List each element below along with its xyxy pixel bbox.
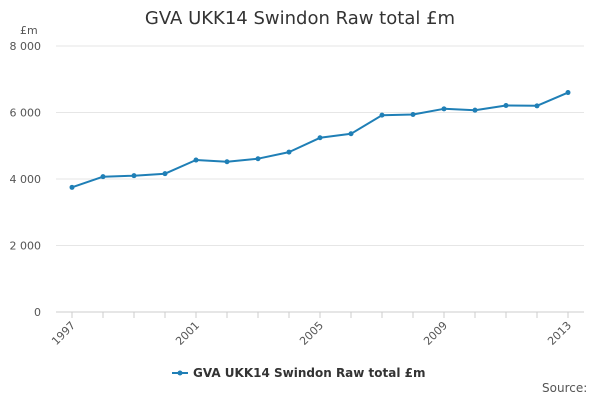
x-tick-label: 2005 (297, 319, 326, 348)
x-axis (56, 311, 584, 318)
data-point[interactable] (131, 173, 137, 179)
data-point[interactable] (193, 157, 199, 163)
chart-title: GVA UKK14 Swindon Raw total £m (144, 8, 456, 29)
y-tick-label: 2 000 (10, 240, 42, 253)
data-point[interactable] (379, 112, 385, 118)
data-point[interactable] (286, 149, 292, 155)
source-label: Source: (542, 381, 588, 395)
legend-label: GVA UKK14 Swindon Raw total £m (193, 366, 426, 380)
data-point[interactable] (472, 107, 478, 113)
y-axis-ticks: 0 2 000 4 000 6 000 8 000 (10, 40, 42, 319)
data-point[interactable] (69, 184, 75, 190)
x-tick-label: 2009 (421, 319, 450, 348)
data-point[interactable] (317, 135, 323, 141)
legend-point-marker (177, 370, 183, 376)
data-point[interactable] (503, 103, 509, 109)
x-tick-label: 2013 (545, 319, 574, 348)
x-tick-label: 2001 (173, 319, 202, 348)
data-point[interactable] (224, 159, 230, 165)
data-point[interactable] (534, 103, 540, 109)
data-point[interactable] (348, 131, 354, 137)
data-point[interactable] (410, 111, 416, 117)
data-point[interactable] (162, 171, 168, 177)
x-tick-label: 1997 (49, 319, 78, 348)
gridlines (56, 45, 584, 246)
data-point[interactable] (441, 106, 447, 112)
series-layer (69, 90, 571, 190)
y-axis-unit: £m (20, 24, 38, 37)
data-point[interactable] (100, 174, 106, 180)
legend[interactable]: GVA UKK14 Swindon Raw total £m (172, 366, 426, 380)
y-tick-label: 4 000 (10, 173, 42, 186)
data-point[interactable] (255, 156, 261, 162)
y-tick-label: 0 (34, 306, 41, 319)
data-point[interactable] (565, 90, 571, 96)
y-tick-label: 8 000 (10, 40, 42, 53)
x-axis-ticks: 1997 2001 2005 2009 2013 (49, 319, 574, 348)
y-tick-label: 6 000 (10, 107, 42, 120)
